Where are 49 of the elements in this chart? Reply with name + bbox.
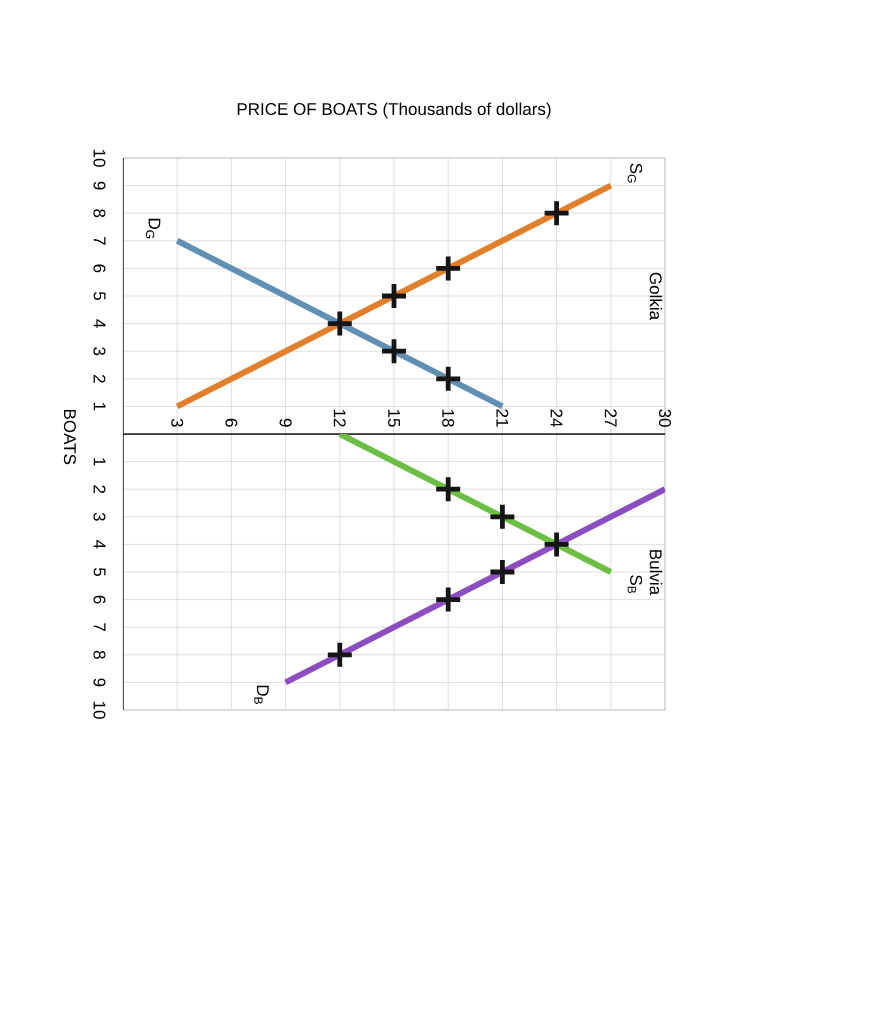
y-tick-label: 10 [93, 701, 106, 719]
y-tick-label: 4 [93, 319, 106, 328]
y-tick-label: 6 [93, 595, 106, 604]
x-tick-label: 21 [496, 409, 509, 427]
y-tick-label: 4 [93, 540, 106, 549]
x-tick-label: 6 [225, 418, 238, 427]
y-tick-label: 10 [93, 149, 106, 167]
y-tick-label: 5 [93, 567, 106, 576]
x-tick-label: 9 [279, 418, 292, 427]
x-tick-label: 12 [333, 409, 346, 427]
y-tick-label: 9 [93, 181, 106, 190]
y-tick-label: 7 [93, 623, 106, 632]
point [544, 532, 569, 557]
point [490, 560, 515, 584]
point [436, 256, 461, 281]
y-axis-title: BOATS [63, 409, 76, 465]
y-tick-label: 1 [93, 402, 106, 411]
point [327, 642, 352, 667]
point [544, 201, 569, 226]
point [436, 366, 461, 391]
x-tick-label: 27 [604, 409, 617, 427]
y-tick-label: 2 [93, 485, 106, 494]
x-tick-label: 30 [658, 409, 672, 427]
point [490, 504, 515, 529]
text: D$_{B}$ [254, 685, 269, 704]
y-tick-label: 1 [93, 458, 106, 466]
text: S$_{B}$ [627, 575, 643, 594]
point [382, 339, 406, 364]
x-tick-label: 24 [550, 409, 563, 427]
y-tick-label: 7 [93, 236, 106, 245]
text: Bulvia [649, 550, 663, 596]
point [436, 587, 461, 612]
y-tick-label: 5 [93, 291, 106, 300]
x-tick-label: 18 [442, 409, 455, 427]
x-tick-label: 3 [171, 418, 184, 427]
point [327, 311, 352, 336]
x-axis-title: PRICE OF BOATS (Thousands of dollars) [237, 102, 551, 119]
point [436, 477, 461, 502]
text: D$_{G}$ [145, 218, 161, 239]
y-tick-label: 9 [93, 678, 106, 687]
text: S$_{G}$ [627, 163, 643, 183]
y-tick-label: 8 [93, 209, 106, 218]
y-tick-label: 8 [93, 650, 106, 659]
y-tick-label: 6 [93, 264, 106, 273]
y-tick-label: 3 [93, 347, 106, 356]
text: Golkia [649, 272, 663, 321]
x-tick-label: 15 [388, 409, 400, 427]
y-tick-label: 3 [93, 512, 106, 521]
y-tick-label: 2 [93, 374, 106, 383]
